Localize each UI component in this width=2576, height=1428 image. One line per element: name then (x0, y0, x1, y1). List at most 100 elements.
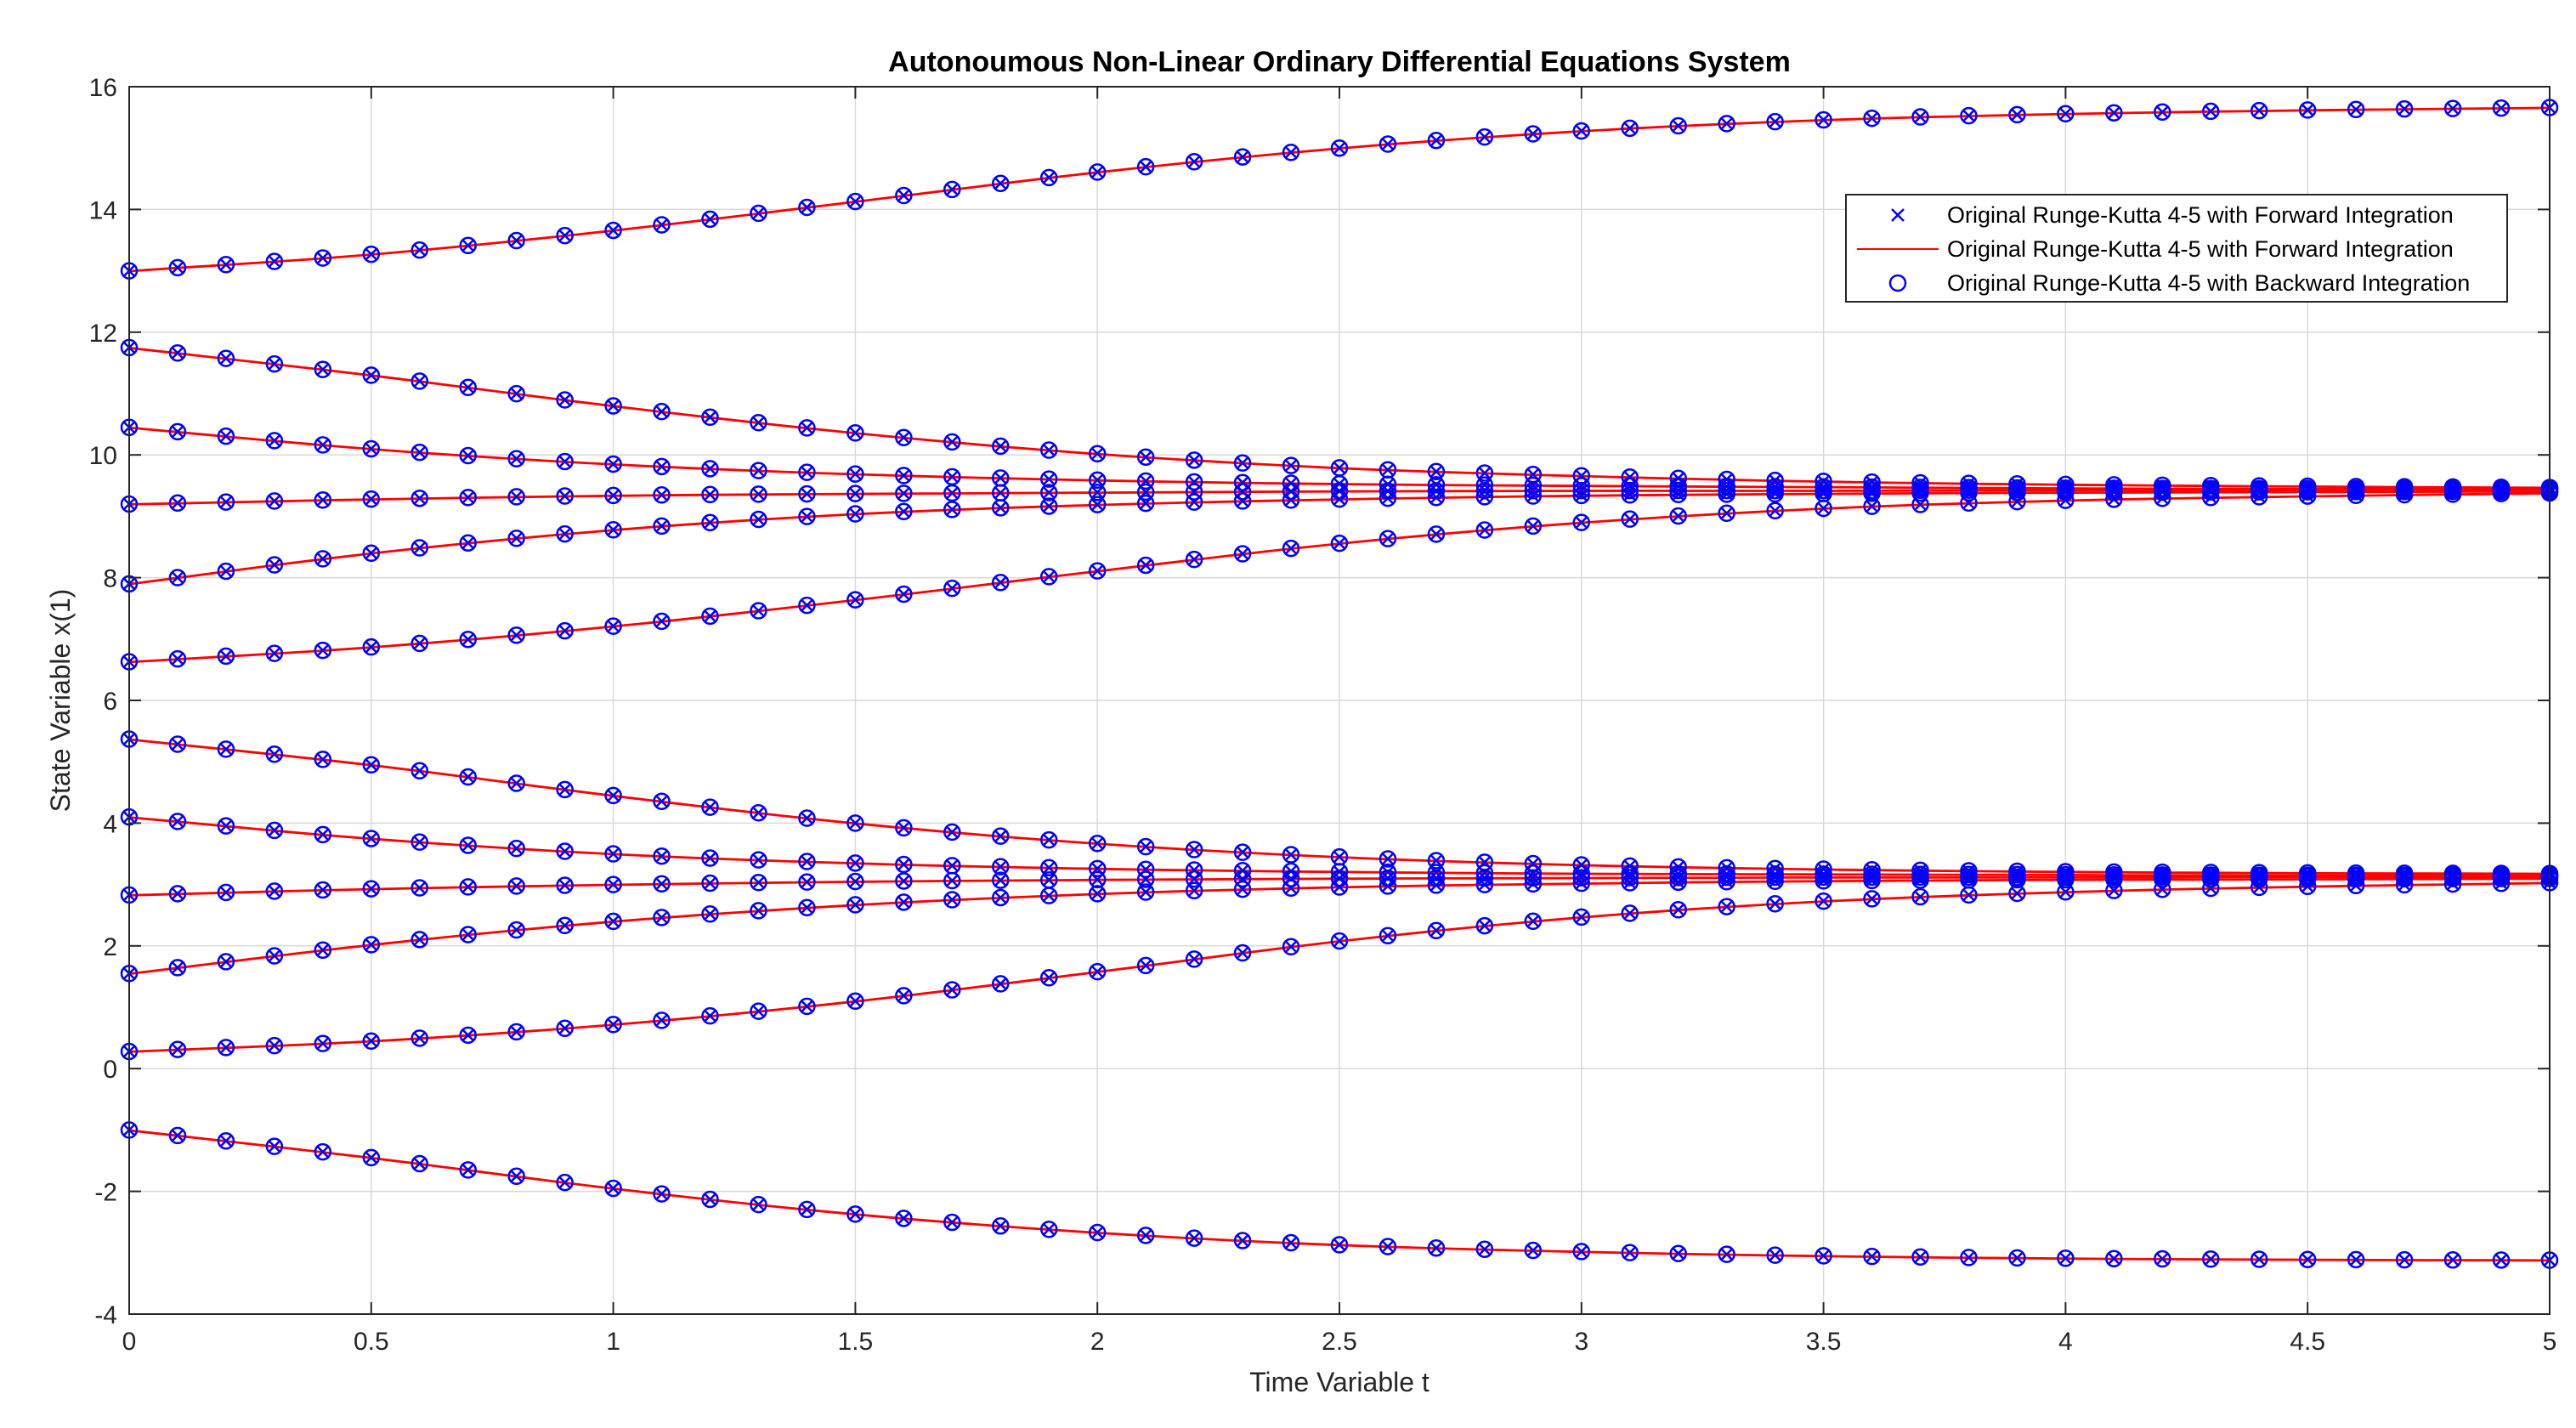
marker-x (1236, 494, 1249, 508)
marker-x (171, 1042, 184, 1057)
marker-x (171, 652, 184, 666)
x-tick-label: 0 (122, 1328, 137, 1356)
marker-circle (943, 433, 961, 451)
marker-circle (1669, 507, 1687, 525)
marker-circle (265, 745, 284, 763)
marker-circle (846, 814, 864, 832)
marker-x (1333, 934, 1346, 948)
marker-x (219, 1040, 233, 1055)
marker-x (509, 490, 524, 504)
marker-x (171, 260, 184, 275)
marker-circle (750, 874, 767, 892)
marker-circle (1815, 1247, 1832, 1265)
marker-x (1430, 478, 1443, 492)
marker-circle (1815, 499, 1832, 518)
marker-x (1042, 499, 1056, 513)
marker-x (1236, 456, 1249, 470)
marker-x (2010, 873, 2024, 887)
marker-x (558, 229, 572, 242)
marker-x (509, 531, 524, 546)
marker-circle (1475, 488, 1494, 506)
marker-circle (653, 402, 671, 421)
marker-circle (653, 457, 671, 476)
marker-circle (2492, 99, 2511, 117)
marker-circle (1911, 484, 1929, 502)
marker-circle (2154, 870, 2171, 888)
marker-circle (750, 1002, 767, 1020)
marker-x (606, 457, 620, 471)
marker-circle (943, 891, 961, 909)
marker-circle (265, 492, 284, 510)
marker-x (1381, 865, 1395, 879)
marker-circle (1718, 858, 1735, 877)
marker-x (1090, 473, 1105, 487)
marker-circle (1088, 834, 1107, 853)
marker-circle (604, 1179, 622, 1198)
marker-x (412, 491, 427, 506)
marker-circle (701, 513, 719, 532)
marker-circle (1524, 864, 1543, 882)
marker-x (2252, 490, 2267, 504)
marker-x (1236, 946, 1249, 960)
marker-circle (1088, 163, 1107, 181)
marker-circle (1136, 837, 1155, 856)
marker-circle (798, 853, 816, 870)
marker-circle (1136, 883, 1155, 901)
marker-x (315, 827, 330, 842)
marker-circle (1815, 872, 1832, 890)
marker-circle (2395, 485, 2414, 504)
marker-circle (1039, 830, 1058, 849)
marker-x (1477, 523, 1492, 537)
marker-circle (556, 621, 574, 640)
marker-x (219, 885, 233, 899)
marker-x (2058, 1251, 2073, 1266)
marker-circle (750, 803, 767, 822)
marker-x (606, 224, 620, 237)
marker-x (1381, 928, 1395, 943)
marker-x (606, 847, 620, 861)
marker-x (1430, 464, 1443, 479)
marker-x (994, 891, 1008, 904)
marker-x (1526, 876, 1540, 891)
marker-x (1768, 1248, 1782, 1262)
marker-x (703, 1009, 717, 1023)
marker-x (606, 523, 620, 537)
marker-x (848, 898, 863, 912)
marker-x (267, 1139, 281, 1153)
marker-x (1430, 527, 1443, 541)
marker-circle (314, 490, 332, 509)
marker-x (171, 496, 184, 510)
marker-circle (362, 1148, 381, 1167)
marker-x (1090, 165, 1105, 179)
marker-circle (168, 735, 187, 753)
marker-x (315, 752, 330, 767)
marker-x (1768, 897, 1782, 911)
marker-x (219, 819, 233, 833)
marker-circle (2395, 876, 2414, 894)
marker-x (2204, 1252, 2218, 1266)
marker-x (1333, 536, 1346, 551)
marker-x (461, 536, 475, 550)
marker-x (1865, 499, 1879, 513)
marker-circle (846, 896, 864, 914)
marker-x (751, 207, 766, 220)
marker-circle (1669, 901, 1687, 919)
marker-x (2252, 880, 2267, 894)
marker-circle (1039, 858, 1058, 877)
marker-x (2107, 1251, 2121, 1266)
marker-circle (604, 521, 622, 539)
marker-x (1671, 487, 1685, 502)
marker-circle (362, 638, 381, 656)
marker-x (751, 806, 766, 820)
marker-x (509, 1025, 524, 1039)
marker-circle (1185, 483, 1203, 501)
marker-x (897, 189, 911, 202)
marker-circle (2298, 487, 2317, 505)
marker-x (994, 829, 1008, 843)
marker-circle (1911, 496, 1929, 513)
marker-circle (1185, 152, 1203, 171)
marker-x (1236, 150, 1249, 164)
marker-circle (1233, 880, 1252, 898)
marker-x (703, 515, 717, 530)
marker-circle (943, 180, 961, 199)
